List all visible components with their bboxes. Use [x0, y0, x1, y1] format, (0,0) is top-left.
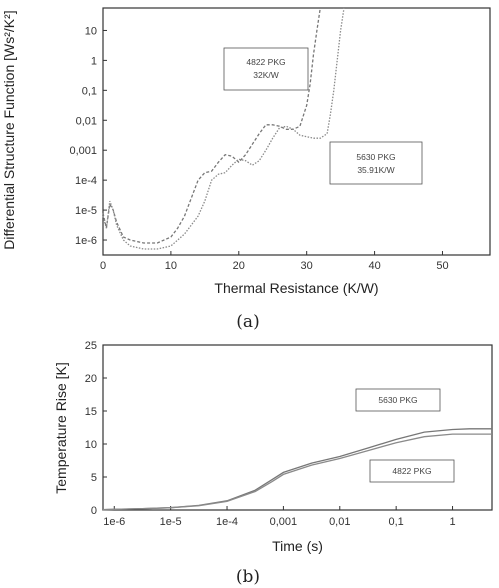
- chart-a: 0 10 20 30 40 50 10 1 0,1 0,01 0,001 1e-4 1e-5 1e-6 48…: [1, 7, 491, 332]
- annotation-text-5630-value: 35.91K/W: [357, 165, 394, 175]
- annotation-text-4822-b: 4822 PKG: [392, 466, 431, 476]
- plot-area-b: [102, 344, 493, 511]
- series-line-a-2: [102, 7, 345, 250]
- annotation-box-4822-b: [369, 459, 455, 483]
- x-axis-title-a: Thermal Resistance (K/W): [214, 280, 378, 296]
- y-axis-title-a: Differential Structure Function [Ws²/K²]: [1, 10, 17, 249]
- plot-area-a: [102, 7, 491, 256]
- x-tick-label-b: 0,01: [329, 516, 350, 528]
- annotation-text-4822-name: 4822 PKG: [246, 57, 285, 67]
- annotation-box-4822-a: [223, 47, 309, 91]
- x-tick-label-b: 1e-6: [103, 516, 125, 528]
- x-tick-label-b: 1: [449, 516, 455, 528]
- annotation-box-5630-b: [355, 388, 441, 412]
- y-axis-title-b: Temperature Rise [K]: [53, 362, 69, 494]
- y-tick-label-a: 0,01: [76, 115, 97, 127]
- y-tick-label-a: 1e-5: [75, 205, 97, 217]
- y-tick-label-a: 0,001: [69, 145, 97, 157]
- x-tick-label-b: 1e-4: [216, 516, 238, 528]
- x-tick-label-a: 50: [436, 260, 448, 272]
- x-axis-title-b: Time (s): [272, 538, 323, 554]
- x-tick-label-a: 40: [368, 260, 380, 272]
- chart-b: 1e-6 1e-5 1e-4 0,001 0,01 0,1 105101520255630 …: [53, 340, 493, 587]
- y-tick-label-b: 20: [85, 373, 97, 385]
- y-tick-label-a: 1e-6: [75, 235, 97, 247]
- annotation-text-5630-name: 5630 PKG: [356, 152, 395, 162]
- y-tick-label-b: 0: [91, 505, 97, 517]
- y-tick-label-b: 15: [85, 406, 97, 418]
- x-tick-label-a: 20: [233, 260, 245, 272]
- x-tick-label-b: 0,001: [270, 516, 298, 528]
- x-tick-label-a: 0: [100, 260, 106, 272]
- series-line-a-1: [102, 7, 321, 244]
- caption-a: (a): [236, 312, 259, 332]
- x-tick-label-b: 1e-5: [160, 516, 182, 528]
- y-tick-label-b: 10: [85, 439, 97, 451]
- x-tick-label-b: 0,1: [389, 516, 404, 528]
- y-tick-label-a: 1: [91, 55, 97, 67]
- y-tick-label-a: 0,1: [82, 85, 97, 97]
- annotation-text-5630-b: 5630 PKG: [378, 395, 417, 405]
- series-line-b-2: [102, 433, 492, 511]
- y-tick-label-a: 1e-4: [75, 175, 97, 187]
- caption-b: (b): [236, 567, 260, 587]
- y-tick-label-a: 10: [85, 25, 97, 37]
- x-tick-label-a: 10: [165, 260, 177, 272]
- annotation-text-4822-value: 32K/W: [253, 70, 279, 80]
- x-tick-label-a: 30: [301, 260, 313, 272]
- y-tick-label-b: 25: [85, 340, 97, 352]
- y-tick-label-b: 5: [91, 472, 97, 484]
- annotation-box-5630-a: [329, 141, 423, 185]
